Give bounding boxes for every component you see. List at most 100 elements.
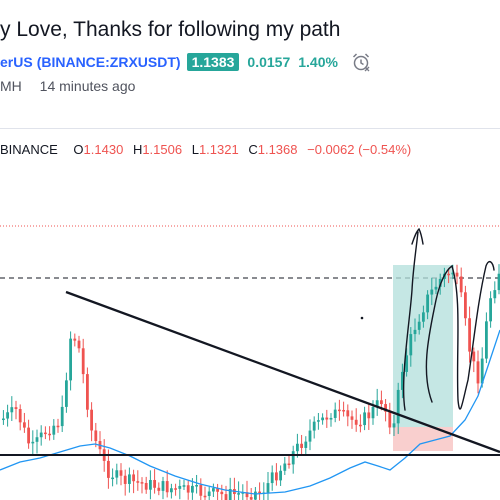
- descending-trend-line: [65, 290, 500, 454]
- candle-body: [405, 355, 408, 372]
- author-name[interactable]: MH: [0, 78, 22, 94]
- candle-body: [31, 441, 35, 444]
- candle-body: [73, 338, 77, 341]
- candle-body: [468, 318, 471, 352]
- candle-body: [191, 485, 194, 493]
- candle-body: [249, 497, 253, 500]
- candle-body: [115, 470, 119, 478]
- symbol-row: erUS (BINANCE:ZRXUSDT) 1.1383 0.0157 1.4…: [0, 52, 372, 72]
- candle-body: [396, 389, 400, 424]
- symbol-name-link[interactable]: erUS: [0, 54, 33, 70]
- candle-body: [203, 495, 207, 498]
- candle-body: [254, 491, 257, 500]
- candle-body: [182, 485, 186, 487]
- candle-body: [455, 272, 459, 277]
- candle-body: [119, 470, 123, 476]
- candle-body: [338, 409, 341, 412]
- price-change: 0.0157: [247, 54, 291, 70]
- candle-body: [44, 432, 47, 435]
- candle-body: [140, 482, 144, 484]
- candle-body: [359, 424, 362, 427]
- candle-body: [224, 494, 228, 500]
- candle-body: [472, 351, 476, 362]
- candle-body: [107, 460, 110, 478]
- candle-body: [308, 430, 312, 442]
- candle-body: [56, 425, 60, 428]
- candle-body: [161, 481, 165, 491]
- candle-body: [60, 406, 64, 427]
- candle-body: [380, 400, 383, 405]
- candle-body: [90, 409, 93, 431]
- candle-body: [94, 430, 98, 442]
- candle-body: [493, 290, 497, 299]
- candle-body: [207, 491, 211, 496]
- candle-body: [174, 488, 177, 490]
- legend-change: −0.0062 (−0.54%): [307, 142, 412, 157]
- candle-body: [342, 409, 345, 412]
- candle-body: [65, 380, 68, 407]
- candle-body: [270, 472, 274, 484]
- candle-body: [417, 321, 421, 330]
- exchange-label: BINANCE: [0, 142, 58, 157]
- price-change-percent: 1.40%: [298, 54, 338, 70]
- candle-body: [216, 488, 219, 492]
- open-label: O: [73, 142, 84, 157]
- candle-body: [422, 312, 425, 322]
- candle-body: [287, 463, 291, 466]
- candle-body: [128, 474, 131, 484]
- symbol-ticker-link[interactable]: (BINANCE:ZRXUSDT): [36, 54, 181, 70]
- candle-body: [144, 483, 148, 490]
- idea-meta: MH 14 minutes ago: [0, 78, 135, 94]
- price-chart[interactable]: [0, 160, 500, 500]
- high-label: H: [132, 142, 143, 157]
- candle-body: [2, 418, 5, 421]
- candle-body: [346, 410, 350, 417]
- candle-body: [296, 443, 299, 452]
- candle-body: [52, 425, 56, 435]
- candle-body: [149, 479, 152, 490]
- candle-body: [186, 485, 190, 493]
- candle-body: [312, 421, 316, 431]
- candle-body: [426, 294, 429, 313]
- candle-body: [6, 412, 9, 419]
- alarm-clock-icon[interactable]: [350, 51, 372, 73]
- candle-body: [48, 433, 51, 436]
- candle-body: [363, 412, 366, 426]
- candle-body: [39, 432, 43, 438]
- candle-body: [325, 417, 329, 420]
- candle-body: [195, 485, 198, 487]
- candle-body: [157, 487, 161, 491]
- low-value: 1.1321: [198, 142, 239, 157]
- candle-body: [10, 407, 14, 413]
- hand-drawn-arrow-up: [402, 227, 424, 411]
- candle-body: [18, 409, 22, 423]
- candle-body: [375, 400, 379, 407]
- candles-group: [2, 264, 500, 500]
- candle-body: [136, 481, 140, 483]
- candle-body: [447, 273, 450, 276]
- hand-drawn-wave: [425, 260, 495, 410]
- candle-body: [237, 493, 240, 495]
- high-value: 1.1506: [142, 142, 183, 157]
- candle-body: [81, 348, 85, 375]
- candle-body: [497, 273, 500, 291]
- candle-body: [199, 485, 203, 496]
- candle-body: [170, 488, 173, 493]
- candle-body: [304, 441, 308, 448]
- candle-body: [291, 451, 295, 465]
- candle-body: [371, 406, 375, 419]
- candle-body: [245, 492, 249, 498]
- candle-body: [23, 422, 26, 428]
- candle-body: [300, 443, 303, 448]
- candle-body: [401, 371, 404, 390]
- candle-body: [464, 292, 467, 319]
- candle-body: [178, 485, 182, 489]
- candle-body: [392, 423, 396, 428]
- candle-body: [123, 475, 127, 484]
- idea-title: y Love, Thanks for following my path: [0, 18, 341, 41]
- ohlc-legend: BINANCE O1.1430 H1.1506 L1.1321 C1.1368 …: [0, 142, 411, 157]
- candle-body: [283, 463, 287, 471]
- candle-body: [409, 334, 413, 356]
- candle-body: [111, 477, 114, 480]
- candle-body: [317, 420, 320, 422]
